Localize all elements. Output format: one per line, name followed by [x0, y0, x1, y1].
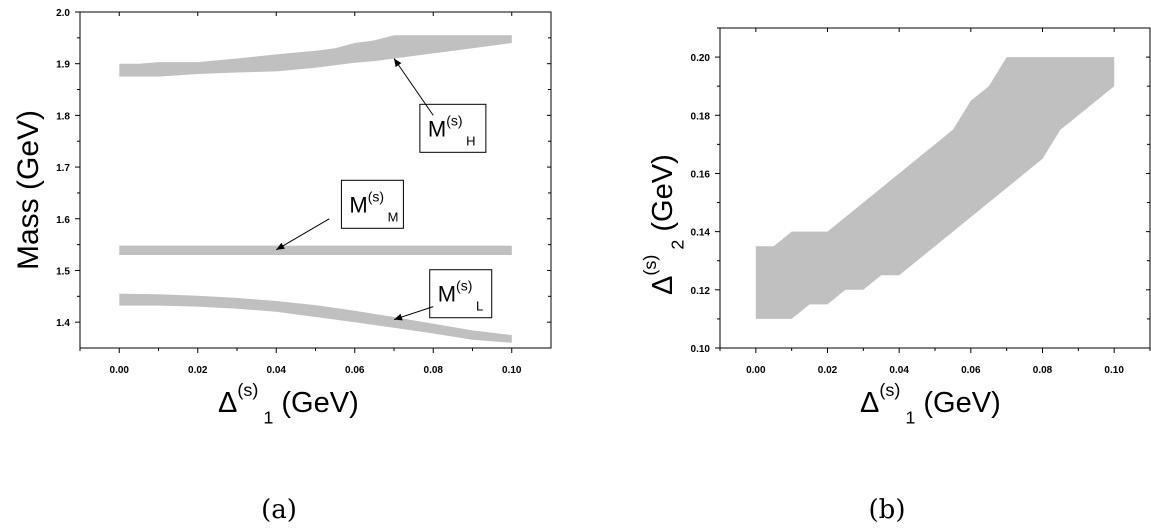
series-label-m: M(s) M [349, 188, 398, 224]
a-y-tick-label: 1.6 [56, 215, 70, 226]
b-x-tick-label: 0.08 [1033, 365, 1053, 376]
mass-band-m [119, 245, 512, 255]
series-label-h: M(s) H [428, 112, 476, 148]
caption-b: (b) [869, 495, 906, 525]
arrowhead-h [394, 58, 402, 68]
a-y-tick-label: 1.4 [56, 318, 70, 329]
mass-band-h [119, 35, 512, 77]
a-x-tick-label: 0.08 [424, 365, 444, 376]
y-axis-title-b: Δ(s) 2 (GeV) [640, 154, 688, 295]
a-x-tick-label: 0.02 [188, 365, 208, 376]
b-y-tick-label: 0.10 [691, 344, 711, 355]
a-x-tick-label: 0.10 [502, 365, 522, 376]
region-group-b [755, 57, 1115, 319]
x-axis-title-b: Δ(s) 1 (GeV) [860, 380, 1001, 428]
b-x-tick-label: 0.00 [746, 365, 766, 376]
a-y-tick-label: 1.8 [56, 111, 70, 122]
annotation-arrow-m [275, 218, 330, 251]
y-axis-title-a: Mass (GeV) [12, 110, 45, 270]
chart-panel-b: 0.00 0.02 0.04 0.06 0.08 0.10 0.10 0.12 0.14 0.16… [640, 27, 1151, 428]
arrowhead-m [276, 242, 285, 250]
b-y-tick-label: 0.18 [691, 111, 711, 122]
annotation-arrow-h [393, 58, 434, 116]
b-x-tick-label: 0.06 [961, 365, 981, 376]
a-y-tick-label: 1.5 [56, 266, 70, 277]
annotation-group-a: M(s) H M(s) M M(s) L [275, 58, 493, 321]
b-y-tick-label: 0.14 [691, 228, 711, 239]
b-y-tick-label: 0.20 [691, 53, 711, 64]
x-axis-title-a: Δ(s) 1 (GeV) [218, 380, 359, 428]
series-label-l: M(s) L [438, 278, 484, 314]
annotation-box-l [429, 269, 493, 319]
tick-group-a: 0.00 0.02 0.04 0.06 0.08 0.10 1.4 1.5 1.6 1.7 1.8 1… [56, 8, 551, 376]
a-y-tick-label: 1.9 [56, 60, 70, 71]
a-y-tick-label: 1.7 [56, 163, 70, 174]
b-y-tick-label: 0.12 [691, 286, 711, 297]
b-y-tick-label: 0.16 [691, 169, 711, 180]
annotation-box-m [340, 179, 404, 229]
allowed-region-b [755, 57, 1115, 319]
b-x-tick-label: 0.04 [889, 365, 909, 376]
a-x-tick-label: 0.06 [345, 365, 365, 376]
a-x-tick-label: 0.00 [110, 365, 130, 376]
chart-panel-a: 0.00 0.02 0.04 0.06 0.08 0.10 1.4 1.5 1.6 1.7 1.8 1… [12, 8, 552, 428]
mass-band-l [119, 293, 512, 343]
arrowhead-l [394, 313, 403, 321]
tick-group-b: 0.00 0.02 0.04 0.06 0.08 0.10 0.10 0.12 0.14 0.16… [691, 27, 1151, 376]
a-y-tick-label: 2.0 [56, 8, 70, 19]
b-x-tick-label: 0.10 [1104, 365, 1124, 376]
band-group-a [119, 35, 512, 343]
caption-a: (a) [261, 495, 297, 525]
b-x-tick-label: 0.02 [818, 365, 838, 376]
a-x-tick-label: 0.04 [267, 365, 287, 376]
